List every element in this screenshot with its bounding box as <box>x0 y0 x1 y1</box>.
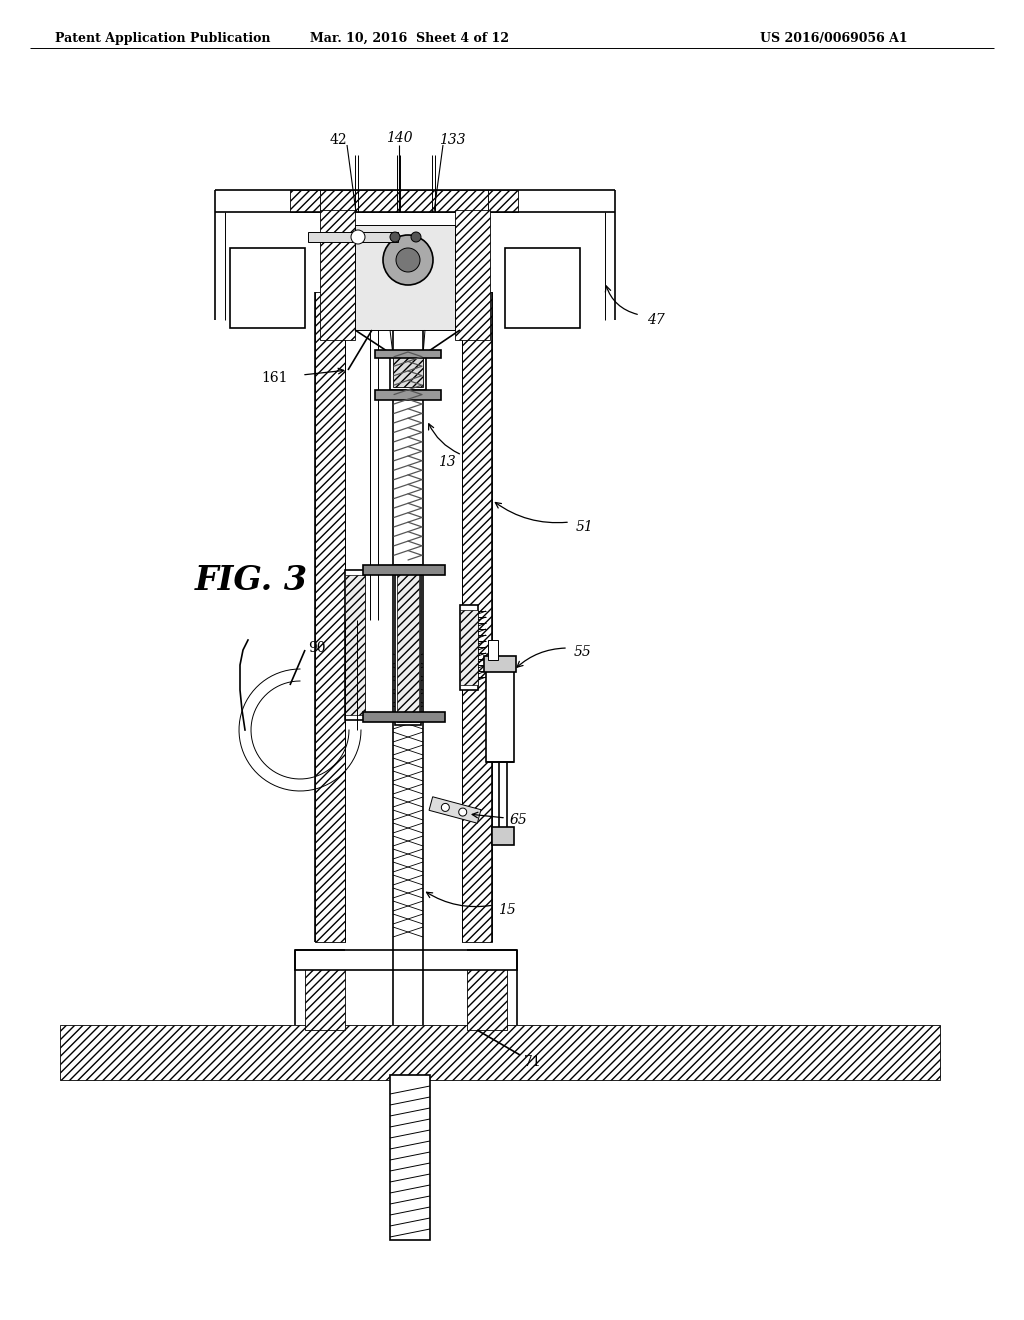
Circle shape <box>459 808 467 816</box>
Bar <box>345 570 365 719</box>
Bar <box>505 248 580 327</box>
Text: 47: 47 <box>647 313 665 327</box>
Text: US 2016/0069056 A1: US 2016/0069056 A1 <box>760 32 907 45</box>
Bar <box>295 950 517 970</box>
Bar <box>362 565 445 576</box>
Bar <box>455 210 490 341</box>
Text: 140: 140 <box>386 131 413 145</box>
Bar <box>397 568 419 722</box>
Bar <box>486 663 514 762</box>
Text: FIG. 3: FIG. 3 <box>195 564 308 597</box>
Bar <box>345 576 365 715</box>
Text: Patent Application Publication: Patent Application Publication <box>55 32 270 45</box>
Bar <box>375 350 441 358</box>
Text: 90: 90 <box>308 642 326 655</box>
Bar <box>462 292 492 942</box>
Bar <box>488 640 498 660</box>
Bar <box>362 711 445 722</box>
Bar <box>429 797 481 824</box>
Circle shape <box>351 230 365 244</box>
Circle shape <box>396 248 420 272</box>
Bar <box>395 565 421 725</box>
Bar <box>484 656 516 672</box>
Bar <box>390 1074 430 1239</box>
Text: 13: 13 <box>438 455 456 469</box>
Bar <box>230 248 305 327</box>
Bar <box>305 965 345 1030</box>
Bar <box>315 292 345 942</box>
Circle shape <box>411 232 421 242</box>
Text: 71: 71 <box>524 1055 542 1069</box>
Bar <box>319 210 355 341</box>
Bar <box>290 190 319 213</box>
Bar <box>492 828 514 845</box>
Bar <box>460 605 478 690</box>
Circle shape <box>390 232 400 242</box>
Bar <box>467 965 507 1030</box>
Text: 51: 51 <box>575 520 594 535</box>
Text: 133: 133 <box>438 133 465 147</box>
Bar <box>393 356 423 387</box>
Bar <box>355 224 455 330</box>
Circle shape <box>383 235 433 285</box>
Text: 161: 161 <box>261 371 288 385</box>
Bar <box>390 354 426 389</box>
Bar <box>308 232 398 242</box>
Circle shape <box>441 804 450 812</box>
Text: 15: 15 <box>498 903 516 917</box>
Text: Mar. 10, 2016  Sheet 4 of 12: Mar. 10, 2016 Sheet 4 of 12 <box>310 32 510 45</box>
Bar <box>460 610 478 685</box>
Bar <box>375 389 441 400</box>
Text: 65: 65 <box>510 813 527 828</box>
Bar <box>319 190 488 213</box>
Bar <box>60 1026 940 1080</box>
Text: 55: 55 <box>574 645 592 659</box>
Text: 42: 42 <box>329 133 347 147</box>
Bar <box>488 190 518 213</box>
